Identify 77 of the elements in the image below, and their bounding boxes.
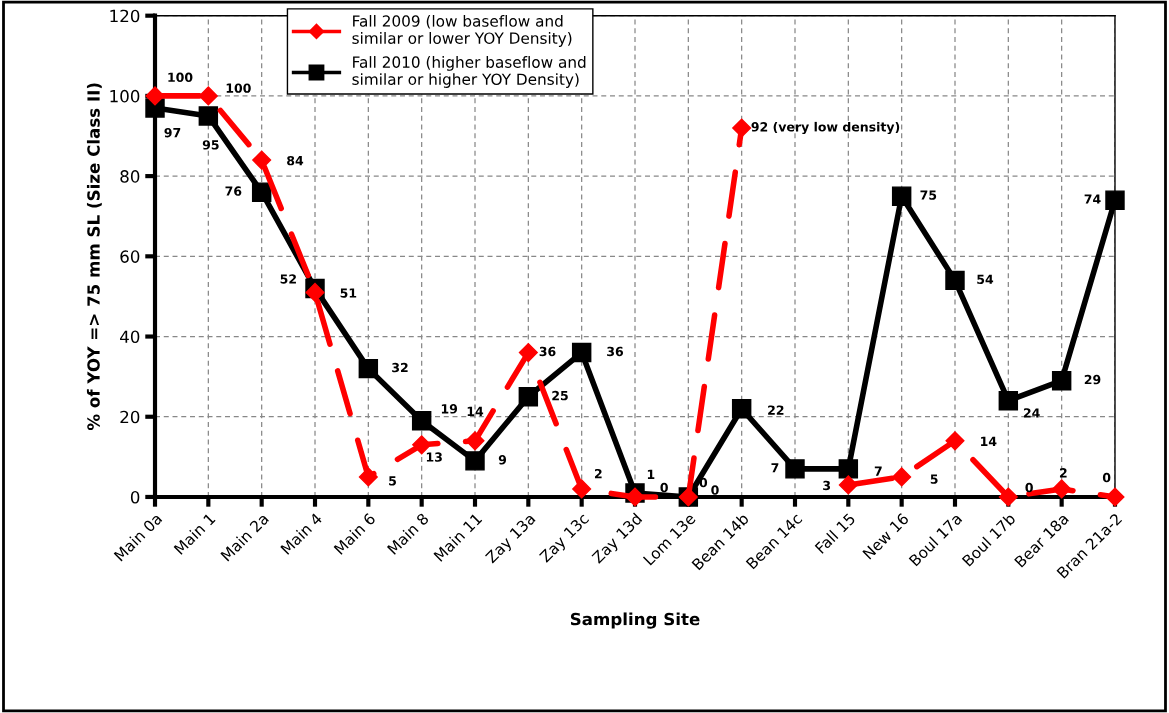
point [1105,487,1125,507]
point [1105,190,1125,210]
data-label: 9 [498,455,507,465]
data-label: 22 [768,405,784,415]
y-axis-title: % of YOY => 75 mm SL (Size Class II) [86,83,102,431]
data-label: 84 [287,155,304,166]
data-label: 92 (very low density) [751,121,900,135]
data-label: 2 [1059,468,1067,478]
data-label: 51 [340,288,357,298]
y-tick-label: 20 [120,410,140,424]
data-label: 32 [392,362,408,373]
data-label: 76 [225,186,242,196]
data-label: 14 [981,436,997,446]
point [998,390,1019,411]
y-tick-label: 60 [120,250,140,263]
y-tick-label: 0 [130,490,140,504]
data-label: 3 [823,480,831,491]
point [945,270,965,291]
legend-label: Fall 2010 (higher baseflow and similar or higher YOY Density) [352,56,586,88]
point [358,358,379,379]
data-label: 0 [1025,482,1033,493]
point [891,186,912,206]
data-label: 29 [1084,374,1101,385]
point [572,479,592,499]
data-label: 97 [164,127,181,138]
data-label: 75 [920,190,937,200]
point [518,343,538,363]
point [411,411,432,431]
y-tick-label: 100 [110,89,140,103]
data-label: 7 [874,466,882,476]
data-label: 5 [930,474,938,484]
point [838,459,859,479]
point [252,150,272,170]
data-label: 36 [607,346,624,357]
point [945,431,965,451]
point [571,342,592,363]
point [358,467,378,487]
x-axis-title: Sampling Site [570,612,700,629]
legend-label: Fall 2009 (low baseflow and similar or lower YOY Density) [352,15,572,47]
point [998,487,1018,507]
point [465,431,485,451]
x-tick-label: Fall 15 [814,512,856,554]
point [892,467,912,487]
data-label: 36 [539,346,556,357]
y-tick-label: 40 [120,330,140,344]
data-label: 2 [594,468,602,479]
data-label: 54 [977,274,994,285]
data-label: 0 [711,485,719,495]
point [465,451,485,471]
data-label: 24 [1023,408,1040,418]
data-label: 5 [389,476,396,486]
point [145,86,165,106]
data-label: 1 [647,469,655,479]
data-label: 0 [660,482,668,493]
point [198,106,219,126]
point [198,86,218,106]
y-tick-label: 120 [110,9,140,23]
data-label: 7 [771,463,779,473]
point [838,475,858,495]
data-label: 13 [426,452,442,462]
data-label: 74 [1084,194,1101,204]
data-label: 100 [226,83,251,93]
point [732,118,752,138]
point [1051,370,1072,391]
data-label: 95 [202,140,219,150]
data-label: 25 [552,390,568,401]
point [785,459,805,479]
data-label: 52 [280,274,296,284]
point [731,399,752,419]
point [1052,479,1072,499]
point [251,182,272,202]
data-label: 0 [1102,472,1111,483]
data-label: 19 [441,404,458,414]
data-label: 14 [467,406,484,416]
data-label: 100 [168,72,193,83]
point [518,386,539,407]
y-tick-label: 80 [120,170,140,183]
